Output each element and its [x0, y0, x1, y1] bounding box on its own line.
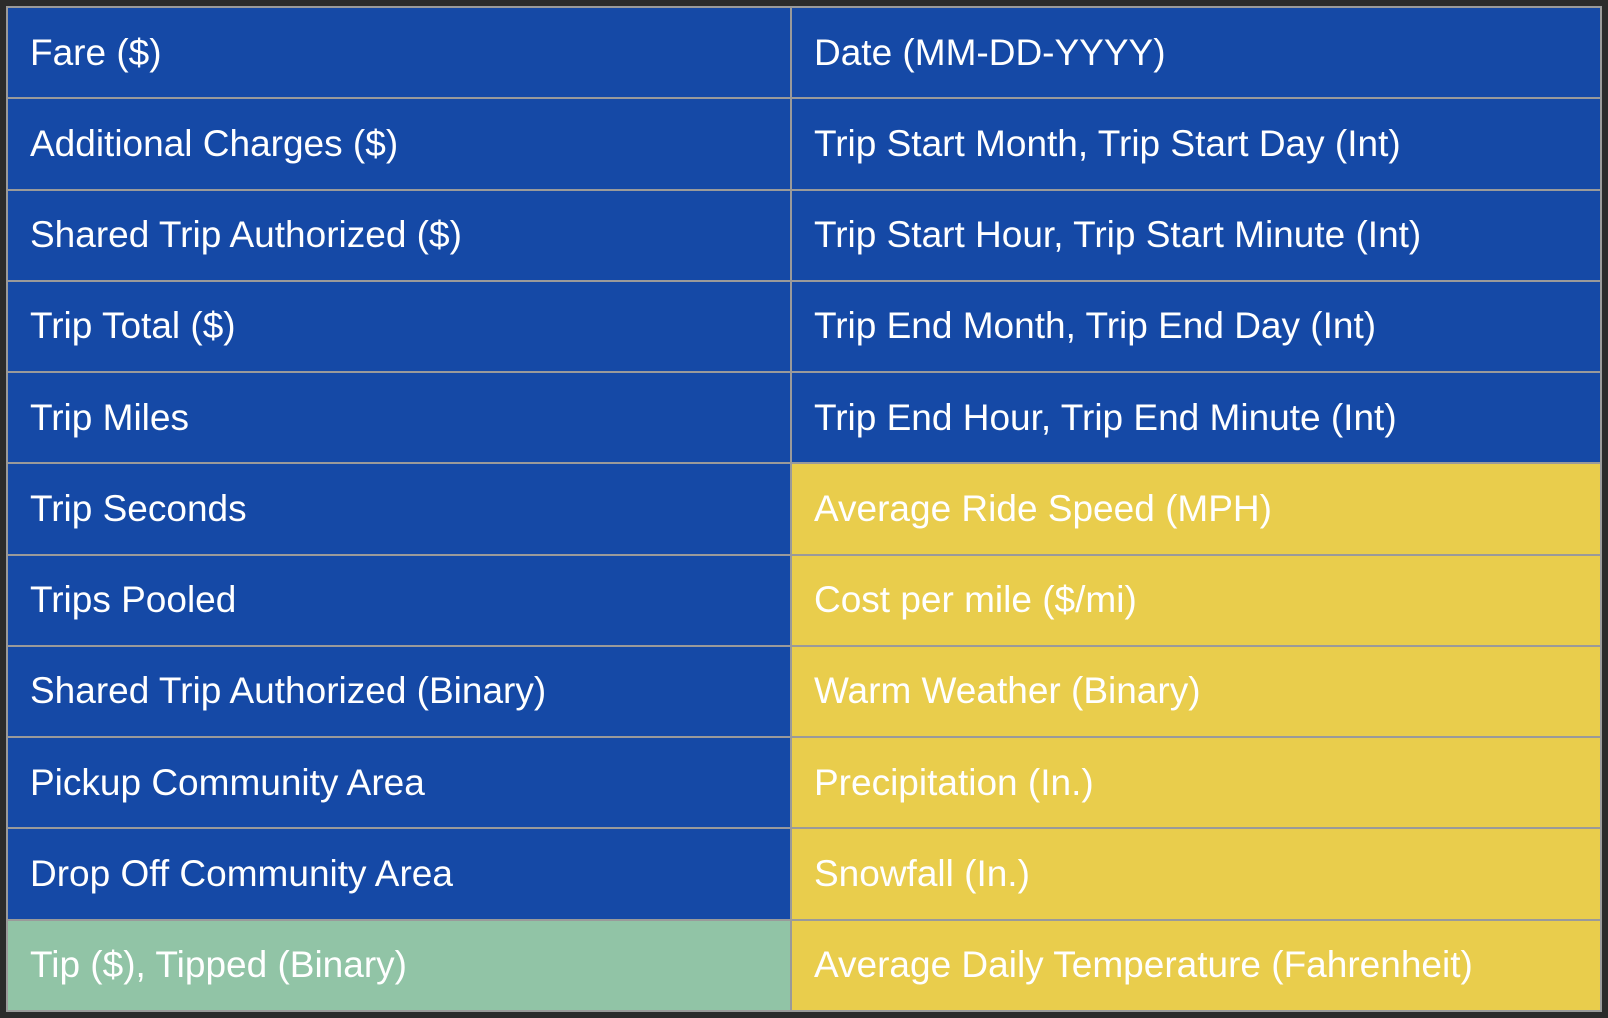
table-cell-left: Trip Seconds — [6, 462, 792, 556]
table-cell-left: Tip ($), Tipped (Binary) — [6, 918, 792, 1013]
table-cell-left: Shared Trip Authorized (Binary) — [6, 644, 792, 739]
table-cell-left: Pickup Community Area — [6, 736, 792, 830]
table-row: Drop Off Community Area Snowfall (In.) — [6, 827, 1602, 921]
table-cell-right: Average Ride Speed (MPH) — [790, 462, 1602, 556]
table-cell-left: Shared Trip Authorized ($) — [6, 188, 792, 282]
feature-table-frame: Fare ($) Date (MM-DD-YYYY) Additional Ch… — [6, 5, 1602, 1013]
table-row: Fare ($) Date (MM-DD-YYYY) — [6, 5, 1602, 100]
table-cell-left: Additional Charges ($) — [6, 97, 792, 191]
table-cell-left: Trip Miles — [6, 371, 792, 465]
table-cell-left: Drop Off Community Area — [6, 827, 792, 921]
table-row: Pickup Community Area Precipitation (In.… — [6, 736, 1602, 830]
table-cell-right: Trip Start Month, Trip Start Day (Int) — [790, 97, 1602, 191]
table-row: Trips Pooled Cost per mile ($/mi) — [6, 553, 1602, 647]
table-cell-right: Cost per mile ($/mi) — [790, 553, 1602, 647]
table-row: Tip ($), Tipped (Binary) Average Daily T… — [6, 918, 1602, 1013]
table-cell-right: Average Daily Temperature (Fahrenheit) — [790, 918, 1602, 1013]
table-cell-right: Date (MM-DD-YYYY) — [790, 5, 1602, 100]
table-cell-left: Trip Total ($) — [6, 279, 792, 374]
table-row: Additional Charges ($) Trip Start Month,… — [6, 97, 1602, 191]
table-row: Trip Total ($) Trip End Month, Trip End … — [6, 279, 1602, 374]
table-row: Trip Miles Trip End Hour, Trip End Minut… — [6, 371, 1602, 465]
table-cell-left: Fare ($) — [6, 5, 792, 100]
table-cell-right: Trip End Month, Trip End Day (Int) — [790, 279, 1602, 374]
table-cell-right: Trip End Hour, Trip End Minute (Int) — [790, 371, 1602, 465]
table-cell-right: Precipitation (In.) — [790, 736, 1602, 830]
table-row: Shared Trip Authorized ($) Trip Start Ho… — [6, 188, 1602, 282]
table-cell-left: Trips Pooled — [6, 553, 792, 647]
table-cell-right: Warm Weather (Binary) — [790, 644, 1602, 739]
table-cell-right: Snowfall (In.) — [790, 827, 1602, 921]
feature-table-body: Fare ($) Date (MM-DD-YYYY) Additional Ch… — [6, 5, 1602, 1013]
feature-table: Fare ($) Date (MM-DD-YYYY) Additional Ch… — [6, 5, 1602, 1013]
table-cell-right: Trip Start Hour, Trip Start Minute (Int) — [790, 188, 1602, 282]
table-row: Trip Seconds Average Ride Speed (MPH) — [6, 462, 1602, 556]
table-row: Shared Trip Authorized (Binary) Warm Wea… — [6, 644, 1602, 739]
